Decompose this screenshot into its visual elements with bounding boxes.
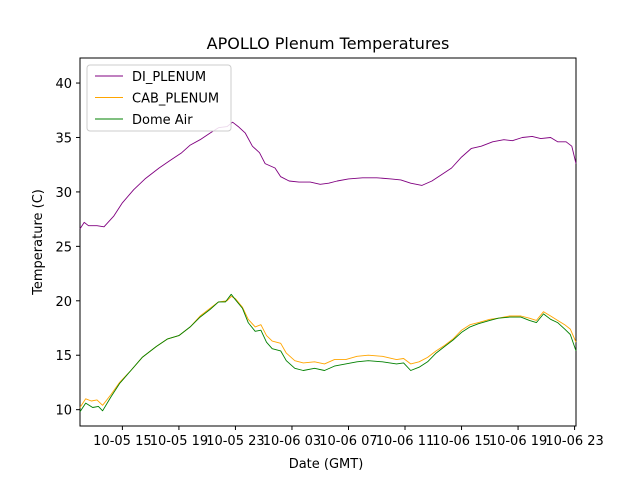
y-tick-label: 25 bbox=[55, 240, 72, 255]
legend-box bbox=[86, 64, 232, 132]
series-layer bbox=[79, 121, 577, 413]
x-tick-label: 10-06 11 bbox=[376, 434, 434, 449]
x-tick-label: 10-06 23 bbox=[545, 434, 603, 449]
legend-label-1: CAB_PLENUM bbox=[132, 92, 219, 107]
y-tick-label: 40 bbox=[55, 77, 72, 92]
x-tick-label: 10-06 19 bbox=[489, 434, 547, 449]
series-line-0 bbox=[79, 121, 577, 230]
x-tick-label: 10-06 15 bbox=[432, 434, 490, 449]
y-tick-label: 30 bbox=[55, 186, 72, 201]
x-tick-label: 10-05 23 bbox=[206, 434, 264, 449]
x-axis-label: Date (GMT) bbox=[289, 457, 364, 472]
y-tick-label: 20 bbox=[55, 295, 72, 310]
legend-label-0: DI_PLENUM bbox=[132, 70, 206, 85]
chart-title: APOLLO Plenum Temperatures bbox=[207, 34, 450, 53]
series-line-2 bbox=[79, 293, 577, 413]
y-tick-label: 10 bbox=[55, 404, 72, 419]
y-tick-label: 35 bbox=[55, 131, 72, 146]
x-tick-label: 10-05 15 bbox=[93, 434, 151, 449]
y-tick-label: 15 bbox=[55, 349, 72, 364]
x-tick-label: 10-06 03 bbox=[263, 434, 321, 449]
y-axis-ticks: 10 15 20 25 30 35 40 bbox=[55, 77, 80, 419]
legend: DI_PLENUM CAB_PLENUM Dome Air bbox=[86, 64, 232, 132]
legend-label-2: Dome Air bbox=[132, 113, 193, 128]
y-axis-label: Temperature (C) bbox=[31, 189, 46, 296]
x-tick-label: 10-06 07 bbox=[319, 434, 377, 449]
x-tick-label: 10-05 19 bbox=[150, 434, 208, 449]
